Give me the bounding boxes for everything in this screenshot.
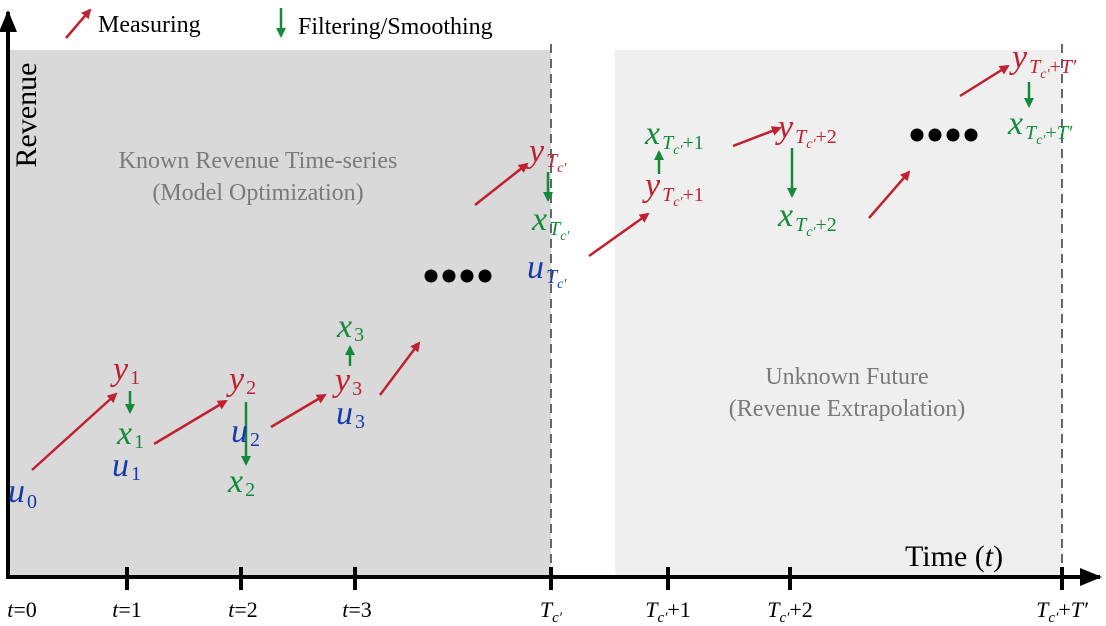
unknown-region-title: Unknown Future [765, 364, 928, 390]
known-region-title: Known Revenue Time-series [119, 148, 398, 174]
unknown-region [615, 50, 1062, 577]
tick-label-t2: t=2 [228, 597, 258, 622]
tick-label-tc2: Tc′+2 [767, 597, 813, 626]
tick-label-t3: t=3 [342, 597, 372, 622]
var-x-tc: x Tc′ [531, 201, 570, 244]
y-axis-label: Revenue [10, 63, 43, 168]
tick-label-t0: t=0 [7, 597, 37, 622]
var-y-tct: y Tc′+T′ [1009, 39, 1077, 82]
var-x-tct: x Tc′+T′ [1007, 105, 1073, 148]
tick-label-tc1: Tc′+1 [645, 597, 691, 626]
x-axis-label: Time (t) [905, 540, 1003, 573]
legend-measuring-arrow [65, 8, 92, 39]
filtering-arrows [125, 82, 1034, 466]
ellipsis-dots-known [424, 269, 492, 283]
var-x-tc1: x Tc′+1 [644, 115, 704, 158]
var-x-tc2: x Tc′+2 [777, 197, 837, 240]
unknown-region-subtitle: (Revenue Extrapolation) [729, 396, 966, 422]
var-u-tc: u Tc′ [527, 249, 567, 292]
legend: Measuring Filtering/Smoothing [65, 8, 493, 40]
var-y-tc2: y Tc′+2 [775, 109, 837, 152]
ellipsis-dots-future [910, 128, 978, 142]
measuring-arrows [31, 64, 1010, 471]
known-region-subtitle: (Model Optimization) [152, 180, 363, 206]
tick-label-tc: Tc′ [540, 597, 563, 626]
var-y-tc1: y Tc′+1 [642, 167, 704, 210]
tick-label-t1: t=1 [112, 597, 142, 622]
legend-filtering-label: Filtering/Smoothing [298, 14, 493, 40]
var-y-tc: y Tc′ [526, 133, 567, 176]
tick-label-tct: Tc′+T′ [1036, 597, 1089, 626]
known-region [8, 50, 551, 577]
x-ticks [125, 567, 1064, 590]
legend-measuring-label: Measuring [98, 12, 201, 38]
